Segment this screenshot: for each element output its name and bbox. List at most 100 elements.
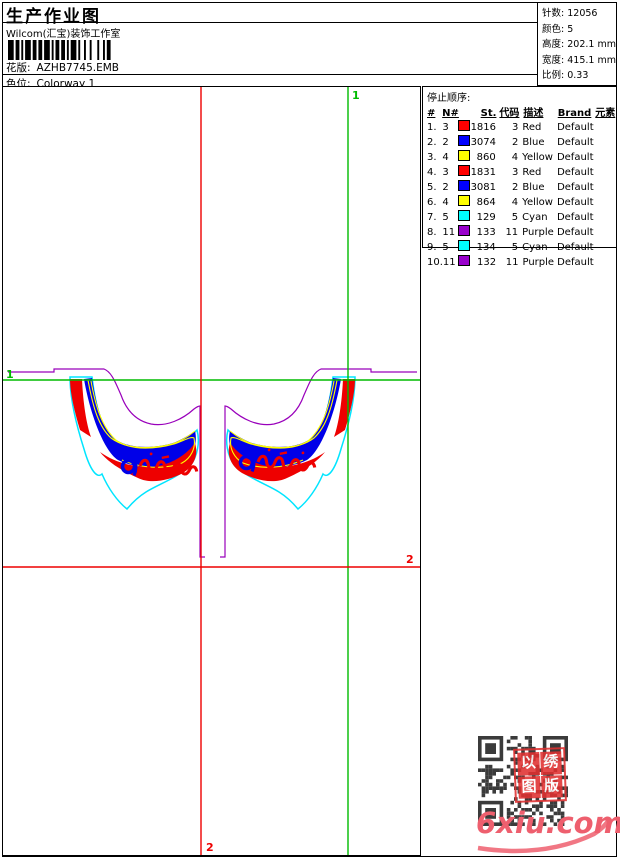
thread-color-swatch: [457, 225, 470, 236]
thread-color-swatch: [457, 165, 470, 176]
thread-color-swatch: [457, 180, 470, 191]
color-description: Purple: [522, 227, 554, 238]
watermark: 6xiu.com: [474, 806, 620, 858]
stitch-count: 864: [476, 197, 496, 208]
stat-label: 针数:: [542, 8, 568, 19]
barcode-icon: [8, 40, 111, 60]
embroidery-piece-right: [219, 368, 418, 558]
row-index: 6.: [427, 197, 437, 208]
seal-character: 以: [517, 752, 540, 776]
pattern-filename: AZHB7745.EMB: [36, 62, 119, 74]
pattern-row: 花版: AZHB7745.EMB: [6, 60, 119, 75]
color-code: 4: [511, 197, 519, 208]
stat-label: 比例:: [542, 70, 568, 81]
thread-color-swatch: [457, 135, 470, 146]
red-fill-region: [70, 379, 91, 437]
stop-sequence-row: 5. 2 3081 2 Blue Default: [427, 180, 616, 195]
row-index: 3.: [427, 152, 437, 163]
watermark-site-text: 6xiu.com: [476, 806, 620, 840]
stop-sequence-panel: 停止顺序: # N# St. 代码 描述 Brand 元素 1. 3 1816 3 Red Defau…: [422, 86, 617, 268]
row-index: 1.: [427, 122, 437, 133]
thread-brand: Default: [556, 227, 594, 238]
thread-color-swatch: [458, 255, 471, 266]
marker-2-bottom: 2: [206, 841, 214, 854]
color-description: Yellow: [522, 197, 553, 208]
stat-value: 202.1 mm: [567, 39, 616, 50]
seal-character: 绣: [539, 751, 562, 775]
red-script-text: [138, 452, 199, 476]
color-code: 3: [512, 167, 519, 178]
stop-sequence-title: 停止顺序:: [427, 93, 471, 104]
color-code: 4: [511, 152, 519, 163]
needle-number: 2: [442, 182, 449, 193]
needle-number: 3: [442, 167, 449, 178]
stitch-count: 3081: [470, 182, 497, 193]
stop-sequence-row: 3. 4 860 4 Yellow Default: [427, 150, 616, 165]
needle-number: 3: [442, 122, 449, 133]
thread-brand: Default: [556, 212, 594, 223]
stitch-count: 860: [476, 152, 496, 163]
stat-value: 12056: [567, 8, 598, 19]
needle-number: 11: [442, 227, 456, 238]
pattern-label: 花版:: [6, 62, 31, 74]
marker-1-top: 1: [352, 89, 360, 102]
stat-row-4: 比例: 0.33: [542, 68, 616, 84]
row-index: 8.: [427, 227, 437, 238]
thread-brand: Default: [556, 197, 594, 208]
row-index: 5.: [427, 182, 437, 193]
stat-row-0: 针数: 12056: [542, 6, 616, 22]
thread-color-swatch: [457, 240, 470, 251]
row-index: 10.: [427, 257, 443, 268]
column-header-0: #: [427, 108, 436, 119]
studio-name: Wilcom(汇宝)装饰工作室: [6, 29, 121, 40]
needle-number: 4: [442, 152, 449, 163]
red-seal-stamp: 以绣图版: [513, 747, 567, 803]
stop-sequence-row: 10. 11 132 11 Purple Default: [427, 255, 616, 270]
marker-2-right: 2: [406, 553, 414, 566]
column-header-4: 描述: [523, 108, 544, 119]
stat-row-3: 宽度: 415.1 mm: [542, 53, 616, 69]
row-index: 4.: [427, 167, 437, 178]
design-preview: 1 1 2 2: [2, 86, 421, 856]
thread-color-swatch: [457, 150, 470, 161]
column-header-3: 代码: [499, 108, 520, 119]
needle-number: 4: [442, 197, 449, 208]
stitch-count: 1831: [470, 167, 497, 178]
stop-sequence-row: 6. 4 864 4 Yellow Default: [427, 195, 616, 210]
stat-label: 高度:: [542, 39, 568, 50]
watermark-swoosh: [477, 816, 612, 854]
letter-a-tail: [132, 458, 138, 477]
color-description: Yellow: [522, 152, 553, 163]
stop-sequence-row: 9. 5 134 5 Cyan Default: [427, 240, 616, 255]
embroidery-canvas: 1 1 2 2: [3, 87, 420, 855]
column-header-1: N#: [442, 108, 459, 119]
stitch-count: 3074: [470, 137, 497, 148]
color-code: 2: [512, 182, 519, 193]
stitch-count: 134: [476, 242, 496, 253]
stop-sequence-row: 2. 2 3074 2 Blue Default: [427, 135, 616, 150]
thread-brand: Default: [557, 257, 594, 268]
color-description: Cyan: [522, 242, 548, 253]
thread-color-swatch: [457, 195, 470, 206]
stat-label: 颜色:: [542, 23, 568, 35]
color-code: 11: [505, 257, 519, 268]
stop-sequence-row: 1. 3 1816 3 Red Default: [427, 120, 616, 135]
color-code: 5: [511, 242, 519, 253]
color-code: 2: [512, 137, 519, 148]
seal-character: 版: [540, 774, 563, 798]
column-header-6: 元素: [595, 108, 616, 119]
title-block: 生产作业图 Wilcom(汇宝)装饰工作室 花版: AZHB7745.EMB 色位…: [2, 2, 538, 90]
stop-sequence-row: 4. 3 1831 3 Red Default: [427, 165, 616, 180]
lettering-left: [120, 452, 199, 477]
stat-row-2: 高度: 202.1 mm: [542, 37, 616, 53]
needle-number: 5: [442, 212, 449, 223]
column-header-2: St.: [480, 108, 497, 119]
row-index: 9.: [427, 242, 437, 253]
stat-label: 宽度:: [542, 54, 568, 66]
stop-sequence-header: # N# St. 代码 描述 Brand 元素: [427, 107, 616, 120]
stat-value: 5: [567, 23, 574, 35]
color-description: Red: [522, 167, 542, 178]
color-description: Cyan: [522, 212, 548, 223]
pattern-divider: [2, 74, 538, 75]
color-description: Purple: [522, 257, 555, 268]
